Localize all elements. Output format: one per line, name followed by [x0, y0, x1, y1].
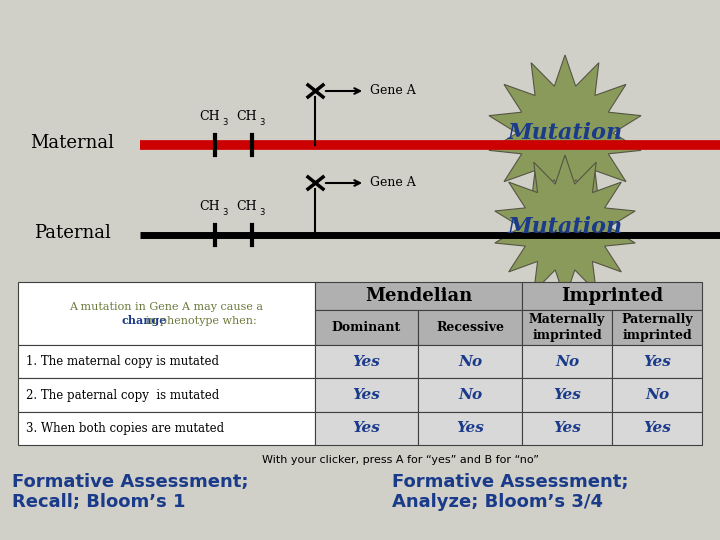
Text: With your clicker, press A for “yes” and B for “no”: With your clicker, press A for “yes” and… [261, 455, 539, 465]
Text: 3: 3 [222, 208, 228, 217]
Text: change: change [122, 315, 167, 326]
Bar [18, 282, 315, 345]
Text: Yes: Yes [353, 422, 380, 435]
Text: Dominant: Dominant [332, 321, 401, 334]
Text: CH: CH [199, 200, 220, 213]
Bar [315, 345, 418, 378]
Text: Recessive: Recessive [436, 321, 504, 334]
Bar [315, 412, 418, 445]
Text: Maternally
imprinted: Maternally imprinted [529, 314, 605, 341]
Text: CH: CH [237, 200, 257, 213]
Text: Paternal: Paternal [34, 224, 110, 242]
Bar [522, 378, 612, 412]
Bar [418, 310, 522, 345]
Text: Mendelian: Mendelian [365, 287, 472, 305]
Text: Maternal: Maternal [30, 134, 114, 152]
Text: Yes: Yes [643, 422, 671, 435]
Text: A mutation in Gene A may cause a: A mutation in Gene A may cause a [70, 301, 264, 312]
Text: Formative Assessment;
Recall; Bloom’s 1: Formative Assessment; Recall; Bloom’s 1 [12, 472, 248, 511]
Text: Yes: Yes [643, 354, 671, 368]
Text: 3. When both copies are mutated: 3. When both copies are mutated [26, 422, 224, 435]
Bar [522, 345, 612, 378]
Text: Imprinted: Imprinted [561, 287, 663, 305]
Text: Yes: Yes [353, 354, 380, 368]
Bar [612, 310, 702, 345]
Bar [18, 378, 315, 412]
Bar [315, 378, 418, 412]
Bar [315, 310, 418, 345]
Text: in phenotype when:: in phenotype when: [142, 315, 257, 326]
Bar [612, 345, 702, 378]
Text: 2. The paternal copy  is mutated: 2. The paternal copy is mutated [26, 388, 220, 402]
Bar [418, 345, 522, 378]
Text: CH: CH [237, 110, 257, 123]
Text: 3: 3 [222, 118, 228, 127]
Text: CH: CH [199, 110, 220, 123]
Text: 3: 3 [259, 208, 264, 217]
Bar [18, 412, 315, 445]
Bar [315, 282, 522, 310]
Text: Formative Assessment;
Analyze; Bloom’s 3/4: Formative Assessment; Analyze; Bloom’s 3… [392, 472, 629, 511]
Text: Gene A: Gene A [370, 177, 415, 190]
Text: Mutation: Mutation [508, 122, 623, 144]
Bar [418, 378, 522, 412]
Text: Gene A: Gene A [370, 84, 415, 98]
Polygon shape [489, 55, 641, 211]
Bar [612, 378, 702, 412]
Text: No: No [555, 354, 579, 368]
Text: Yes: Yes [456, 422, 484, 435]
Text: No: No [458, 354, 482, 368]
Polygon shape [495, 155, 635, 299]
Text: Yes: Yes [353, 388, 380, 402]
Text: Yes: Yes [553, 388, 581, 402]
Bar [522, 282, 702, 310]
Bar [418, 412, 522, 445]
Text: No: No [645, 388, 669, 402]
Text: 3: 3 [259, 118, 264, 127]
Text: No: No [458, 388, 482, 402]
Bar [522, 412, 612, 445]
Text: Paternally
imprinted: Paternally imprinted [621, 314, 693, 341]
Bar [522, 310, 612, 345]
Text: Mutation: Mutation [508, 216, 623, 238]
Text: Yes: Yes [553, 422, 581, 435]
Text: 1. The maternal copy is mutated: 1. The maternal copy is mutated [26, 355, 219, 368]
Bar [612, 412, 702, 445]
Bar [18, 345, 315, 378]
